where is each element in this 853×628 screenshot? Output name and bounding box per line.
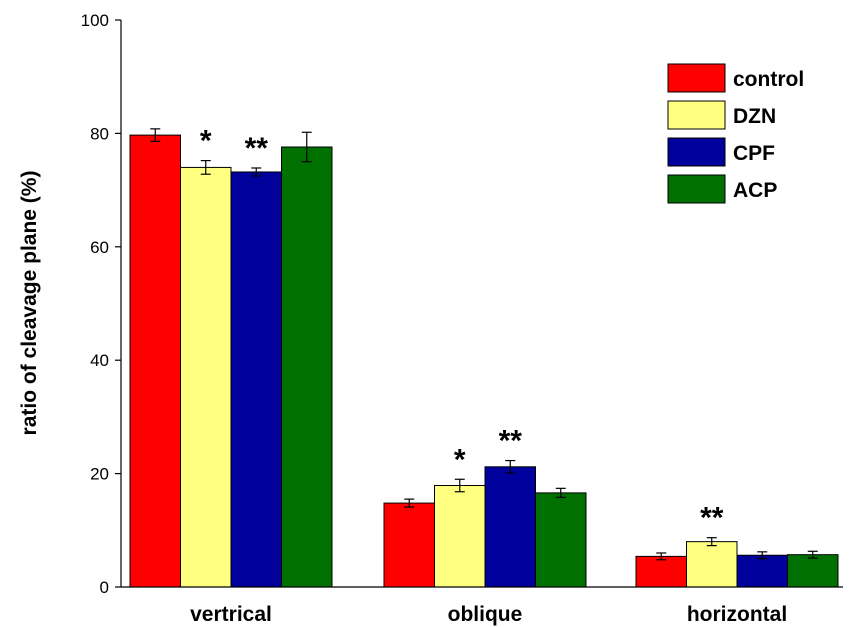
significance-marker: ** [499,425,523,458]
category-label: vertrical [190,603,272,626]
bar-acp-horizontal [787,554,839,588]
significance-marker: ** [245,132,269,165]
bar-dzn-oblique [434,485,486,588]
axes [120,20,843,588]
error-bar [251,167,262,177]
legend: control DZN CPF ACP [667,63,804,204]
significance-marker: * [200,125,212,158]
y-tick-label: 80 [90,124,109,143]
bar-control-vertrical [129,134,181,588]
y-tick-label: 0 [100,578,109,597]
error-bar [706,537,717,547]
error-bar [807,550,818,559]
significance-marker: * [454,443,466,476]
bar-acp-oblique [535,492,587,588]
error-bar [505,459,516,474]
category-label: horizontal [687,603,787,626]
bar-dzn-horizontal [686,541,738,588]
legend-swatch-cpf [667,137,726,167]
legend-swatch-dzn [667,100,726,130]
error-bar [200,160,211,175]
bar-acp-vertrical [281,146,333,588]
legend-label-cpf: CPF [733,142,775,165]
bar-groups [129,134,839,588]
error-bars [150,128,818,561]
legend-swatch-control [667,63,726,93]
legend-label-control: control [733,68,804,91]
category-label: oblique [448,603,523,626]
x-axis-category-labels: vertrical oblique horizontal [190,603,787,626]
y-axis-title: ratio of cleavage plane (%) [18,171,41,436]
bar-cpf-oblique [484,466,536,588]
error-bar [454,478,465,493]
error-bar [656,552,667,561]
bar-cpf-horizontal [736,554,788,588]
bar-control-oblique [383,502,435,588]
significance-markers: * ******* [200,125,724,535]
bar-cpf-vertrical [230,171,282,588]
significance-marker: ** [700,502,724,535]
legend-label-dzn: DZN [733,105,776,128]
legend-label-acp: ACP [733,179,777,202]
error-bar [757,551,768,560]
error-bar [301,131,312,163]
bar-dzn-vertrical [180,166,232,588]
error-bar [150,128,161,142]
error-bar [555,487,566,499]
y-tick-label: 60 [90,238,109,257]
y-tick-label: 40 [90,351,109,370]
y-tick-label: 100 [81,11,109,30]
legend-swatch-acp [667,174,726,204]
y-tick-label: 20 [90,465,109,484]
bar-control-horizontal [635,555,687,588]
y-axis-ticks: 0 20 40 60 80 100 [81,11,121,597]
error-bar [404,498,415,508]
